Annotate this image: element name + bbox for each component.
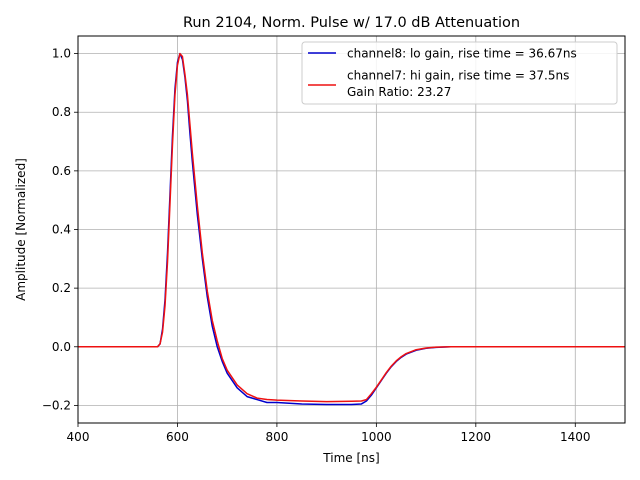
y-tick-label: 0.4 [52, 223, 71, 237]
y-axis-label: Amplitude [Normalized] [14, 158, 28, 301]
legend-label-channel7: channel7: hi gain, rise time = 37.5ns [347, 69, 569, 83]
y-tick-label: 1.0 [52, 47, 71, 61]
series-group [78, 52, 625, 406]
y-tick-label: 0.6 [52, 164, 71, 178]
y-tick-label: 0.2 [52, 281, 71, 295]
chart-title: Run 2104, Norm. Pulse w/ 17.0 dB Attenua… [183, 15, 520, 31]
grid [77, 36, 625, 423]
series-line-channel7 [78, 52, 625, 403]
legend-gain-ratio: Gain Ratio: 23.27 [347, 85, 451, 99]
x-tick-label: 1400 [560, 430, 591, 444]
y-tick-label: 0.0 [52, 340, 71, 354]
ticks: 400 600 800 1000 1200 1400 −0.2 0.0 0.2 0.4 0.6 0.8… [42, 47, 591, 444]
x-tick-label: 600 [166, 430, 189, 444]
x-tick-label: 400 [67, 430, 90, 444]
x-tick-label: 1200 [461, 430, 492, 444]
legend: channel8: lo gain, rise time = 36.67ns c… [301, 41, 618, 105]
legend-label-channel8: channel8: lo gain, rise time = 36.67ns [347, 47, 577, 61]
y-tick-label: 0.8 [52, 105, 71, 119]
legend-box [301, 41, 618, 105]
x-tick-label: 800 [265, 430, 288, 444]
y-tick-label: −0.2 [42, 398, 71, 412]
x-tick-label: 1000 [361, 430, 392, 444]
x-axis-label: Time [ns] [322, 451, 379, 465]
